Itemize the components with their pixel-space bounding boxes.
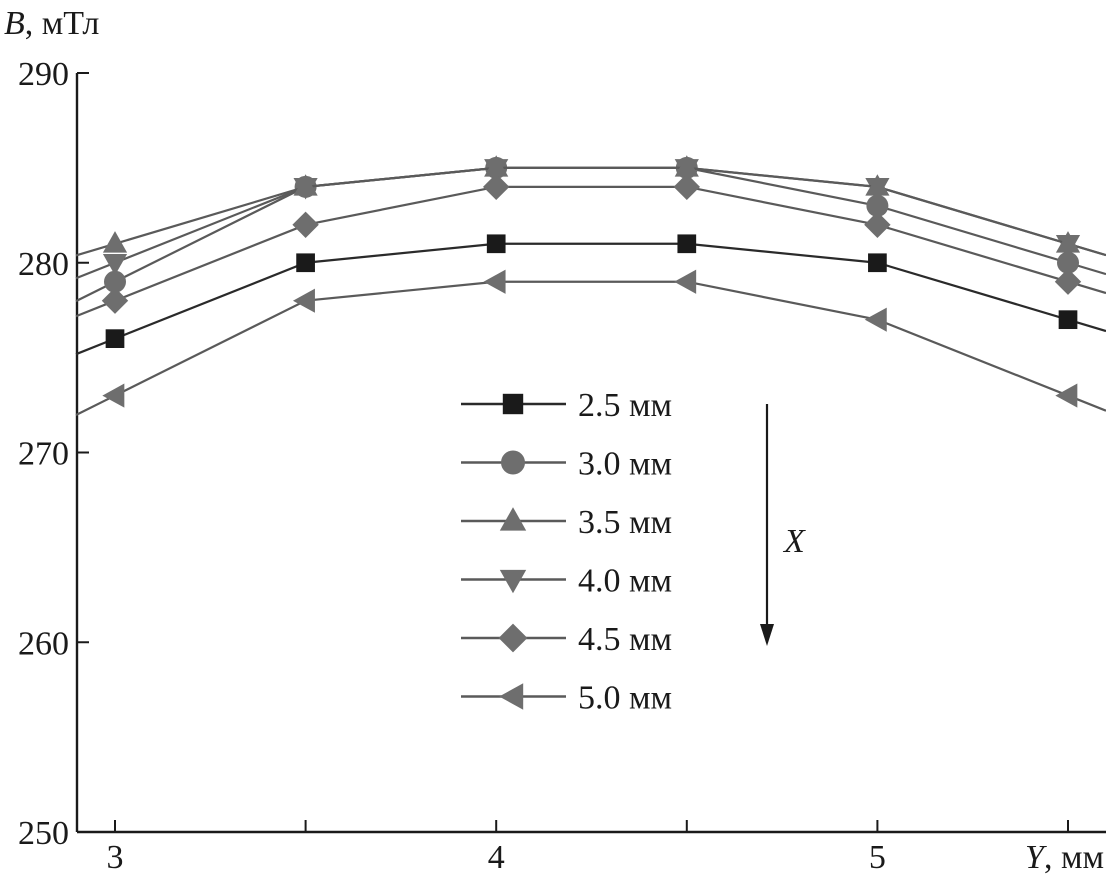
- series-line: [75, 185, 1106, 318]
- data-point: [104, 270, 126, 293]
- data-point: [865, 174, 890, 196]
- legend-label: 4.5 мм: [578, 621, 672, 658]
- data-point: [674, 155, 699, 177]
- x-direction-label: X: [782, 523, 806, 560]
- data-point: [102, 231, 128, 253]
- x-tick-label: 3: [107, 839, 124, 876]
- x-axis-unit: , мм: [1044, 839, 1104, 876]
- series-35: [75, 155, 1106, 257]
- series-line: [75, 166, 1106, 257]
- data-point: [292, 288, 315, 313]
- legend-label: 2.5 мм: [578, 387, 672, 424]
- y-axis-title: B, мТл: [4, 5, 99, 42]
- legend-label: 5.0 мм: [578, 680, 672, 717]
- y-tick-label: 270: [18, 436, 69, 473]
- y-tick-label: 280: [18, 246, 69, 283]
- data-point: [1055, 383, 1078, 408]
- data-point: [868, 253, 887, 273]
- data-point: [102, 253, 128, 276]
- legend-marker: [502, 393, 524, 415]
- x-tick-label: 5: [869, 839, 886, 876]
- y-axis-variable: B: [4, 5, 25, 42]
- data-point: [293, 174, 318, 196]
- series-line: [75, 242, 1106, 356]
- legend-label: 4.0 мм: [578, 563, 672, 600]
- legend-marker: [498, 623, 528, 653]
- series-50: [75, 269, 1106, 416]
- y-axis-unit: , мТл: [25, 5, 100, 42]
- data-point: [673, 173, 700, 201]
- data-point: [1054, 268, 1082, 295]
- y-tick-label: 290: [18, 56, 69, 93]
- ticks: 250 260 270 280 290 3 4 5: [18, 56, 1069, 876]
- data-point: [864, 307, 887, 332]
- legend-entry: 4.0 мм: [461, 563, 672, 600]
- legend-entry: 2.5 мм: [461, 387, 672, 424]
- data-point: [296, 253, 315, 273]
- series-layer: [75, 155, 1106, 416]
- legend-marker: [499, 683, 524, 710]
- legend-label: 3.5 мм: [578, 504, 672, 541]
- data-point: [483, 173, 510, 201]
- legend-entry: 3.0 мм: [461, 446, 672, 483]
- x-axis-title: Y, мм: [1025, 839, 1104, 876]
- data-point: [1057, 251, 1079, 274]
- legend-entry: 5.0 мм: [461, 680, 672, 717]
- x-direction-annotation: X: [760, 404, 806, 646]
- data-point: [484, 155, 509, 177]
- legend-marker: [499, 569, 527, 594]
- data-point: [864, 211, 891, 238]
- legend: 2.5 мм 3.0 мм 3.5 мм 4.0 мм 4.5 мм 5.0 мм: [461, 387, 672, 717]
- data-point: [866, 194, 889, 217]
- y-tick-label: 260: [18, 625, 69, 662]
- data-point: [486, 234, 506, 254]
- data-point: [292, 211, 319, 238]
- data-point: [483, 269, 506, 294]
- legend-entry: 3.5 мм: [461, 504, 672, 541]
- x-direction-arrow-head: [760, 624, 774, 646]
- x-axis-variable: Y: [1025, 839, 1047, 876]
- data-point: [105, 329, 125, 348]
- data-point: [677, 234, 697, 254]
- series-25: [75, 234, 1106, 356]
- data-point: [1058, 310, 1078, 330]
- series-40: [75, 159, 1106, 280]
- legend-entry: 4.5 мм: [461, 621, 672, 658]
- legend-marker: [501, 450, 525, 475]
- data-point: [674, 269, 697, 294]
- data-point: [1055, 231, 1081, 253]
- y-tick-label: 250: [18, 815, 69, 852]
- series-45: [75, 173, 1106, 318]
- data-point: [101, 287, 129, 314]
- series-30: [75, 156, 1106, 303]
- legend-marker: [499, 507, 527, 531]
- series-line: [75, 280, 1106, 416]
- legend-label: 3.0 мм: [578, 446, 672, 483]
- x-tick-label: 4: [488, 839, 505, 876]
- data-point: [102, 383, 125, 408]
